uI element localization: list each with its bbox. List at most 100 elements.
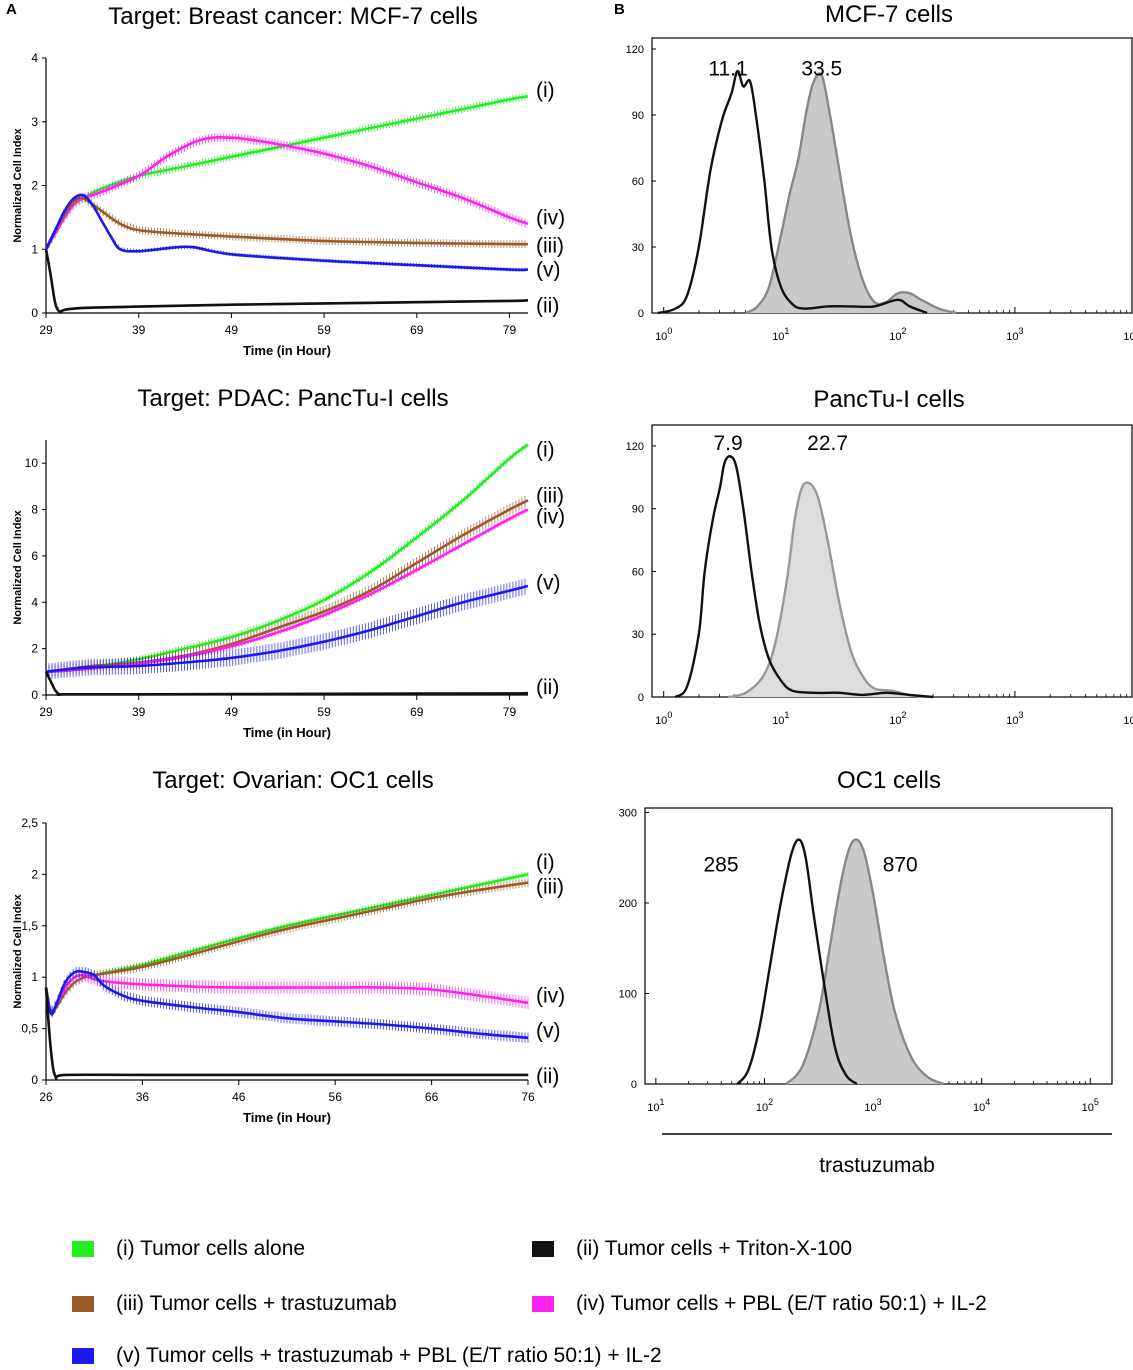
x-tick-label: 59 [317, 323, 331, 337]
charts-layer: Target: Breast cancer: MCF-7 cells 0 1 2 3 4 2… [12, 1, 1133, 1125]
histogram-label: 870 [883, 853, 918, 876]
series-iv: (iv) [45, 506, 565, 675]
series-ii: (ii) [44, 249, 559, 317]
legend-swatch-iv [532, 1296, 554, 1312]
x-tick-label: 104 [1123, 326, 1133, 343]
series-iv: (iv) [44, 969, 565, 1018]
x-axis-label: Time (in Hour) [243, 343, 331, 358]
legend-label-i: (i) Tumor cells alone [116, 1237, 306, 1260]
y-tick-label: 90 [632, 504, 644, 516]
panel-label-a: A [6, 1, 17, 18]
x-tick-label: 105 [1082, 1097, 1099, 1114]
x-tick-label: 69 [410, 705, 424, 719]
histogram-label: 7.9 [713, 432, 742, 455]
legend-item-ii: (ii) Tumor cells + Triton-X-100 [532, 1237, 852, 1261]
histogram-fill [786, 839, 944, 1084]
chart-title: MCF-7 cells [825, 1, 953, 28]
legend: (i) Tumor cells alone (ii) Tumor cells +… [0, 1225, 1133, 1367]
y-tick-label: 60 [632, 566, 644, 578]
x-tick-label: 36 [136, 1090, 150, 1104]
y-tick-label: 0 [638, 308, 644, 320]
y-tick-label: 2,5 [21, 816, 38, 830]
x-tick-label: 101 [772, 326, 789, 343]
series-v: (v) [45, 572, 561, 680]
y-tick-label: 4 [31, 51, 38, 65]
series-v: (v) [44, 966, 561, 1043]
histogram-3: OC1 cells 0 100 200 300 101 102 103 104 105 870 285 [619, 767, 1113, 1114]
x-tick-label: 101 [647, 1097, 664, 1114]
line-chart-3: Target: Ovarian: OC1 cells 0 0,5 1 1,5 2 2,5 26… [12, 767, 565, 1125]
y-tick-label: 60 [632, 176, 644, 188]
x-tick-label: 100 [655, 326, 672, 343]
line-chart-2: Target: PDAC: PancTu-I cells 0 2 4 6 8 10 29 39 4… [12, 385, 565, 740]
legend-item-i: (i) Tumor cells alone [72, 1237, 305, 1261]
series-line [44, 196, 529, 250]
y-tick-label: 120 [626, 44, 644, 56]
x-tick-label: 26 [39, 1090, 53, 1104]
y-tick-label: 0,5 [21, 1022, 38, 1036]
series-label: (ii) [536, 1065, 559, 1088]
x-tick-label: 104 [1123, 710, 1133, 727]
y-tick-label: 2 [31, 867, 38, 881]
histogram-outline [736, 838, 858, 1085]
y-tick-label: 6 [31, 549, 38, 563]
panel-label-b: B [614, 1, 625, 18]
x-tick-label: 46 [232, 1090, 246, 1104]
y-tick-label: 1 [31, 242, 38, 256]
x-axis-label: Time (in Hour) [243, 725, 331, 740]
legend-swatch-ii [532, 1241, 554, 1257]
series-iii: (iii) [44, 194, 564, 257]
histogram-fill [728, 482, 928, 697]
y-tick-label: 3 [31, 115, 38, 129]
series-label: (v) [536, 259, 561, 282]
y-tick-label: 0 [31, 688, 38, 702]
chart-title: Target: Ovarian: OC1 cells [152, 767, 433, 794]
series-ii: (ii) [44, 987, 559, 1088]
histogram-series-trastuzumab: 870 [785, 838, 945, 1086]
y-tick-label: 2 [31, 642, 38, 656]
histogram-outline [657, 69, 928, 315]
series-line [44, 973, 529, 1016]
series-label: (iii) [536, 485, 564, 508]
legend-swatch-i [72, 1241, 94, 1257]
y-tick-label: 30 [632, 629, 644, 641]
series-line [45, 584, 529, 674]
series-label: (v) [536, 1020, 561, 1043]
series-label: (i) [536, 851, 555, 874]
legend-label-iii: (iii) Tumor cells + trastuzumab [116, 1292, 397, 1315]
series-i: (i) [44, 851, 555, 1016]
series-label: (iv) [536, 506, 565, 529]
x-tick-label: 101 [772, 710, 789, 727]
series-i: (i) [45, 438, 555, 676]
histogram-outline [727, 481, 928, 699]
x-axis-label: Time (in Hour) [243, 1110, 331, 1125]
series-line [44, 193, 529, 272]
chart-title: OC1 cells [837, 767, 941, 794]
legend-swatch-v [72, 1348, 94, 1364]
x-tick-label: 102 [889, 710, 906, 727]
series-ii: (ii) [44, 671, 559, 699]
histogram-label: 22.7 [807, 432, 848, 455]
series-label: (ii) [536, 294, 559, 317]
x-tick-label: 79 [503, 705, 517, 719]
legend-label-v: (v) Tumor cells + trastuzumab + PBL (E/T… [116, 1344, 662, 1367]
series-line [44, 987, 528, 1080]
histogram-1: MCF-7 cells 0 30 60 90 120 100 101 102 103 104 33.5… [626, 1, 1133, 343]
histogram-series-control: 285 [703, 838, 858, 1085]
x-tick-label: 66 [425, 1090, 439, 1104]
chart-title: PancTu-I cells [813, 386, 964, 413]
series-label: (v) [536, 572, 561, 595]
histogram-series-control: 11.1 [657, 57, 928, 315]
series-v: (v) [44, 193, 561, 282]
y-tick-label: 4 [31, 595, 38, 609]
x-tick-label: 39 [132, 705, 146, 719]
y-tick-label: 0 [31, 1073, 38, 1087]
series-label: (ii) [536, 676, 559, 699]
y-tick-label: 1,5 [21, 919, 38, 933]
series-label: (i) [536, 79, 555, 102]
y-tick-label: 100 [619, 989, 637, 1001]
y-tick-label: 10 [25, 456, 39, 470]
shared-axis-label: trastuzumab [819, 1154, 935, 1177]
x-tick-label: 104 [973, 1097, 990, 1114]
series-line [44, 881, 529, 1016]
